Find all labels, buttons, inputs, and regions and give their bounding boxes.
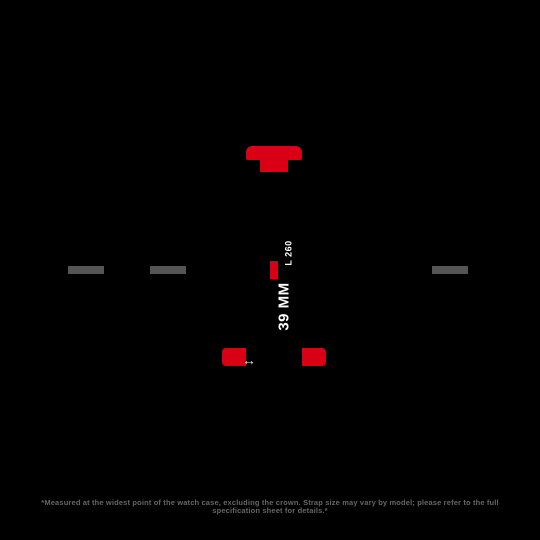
accent-center-tick bbox=[270, 261, 278, 279]
accent-top-neck bbox=[260, 158, 288, 172]
width-arrow-icon: ↔ bbox=[242, 352, 253, 368]
scale-mark-right-outer bbox=[432, 266, 468, 274]
length-code-label: L 260 bbox=[284, 240, 294, 265]
measurement-label: 39 MM bbox=[276, 282, 293, 330]
diagram-canvas: L 260 39 MM ↔ *Measured at the widest po… bbox=[0, 0, 540, 540]
scale-mark-left-outer bbox=[68, 266, 104, 274]
footnote-text: *Measured at the widest point of the wat… bbox=[40, 499, 500, 516]
scale-mark-left-inner bbox=[150, 266, 186, 274]
accent-bottom-wing-right bbox=[302, 348, 326, 366]
